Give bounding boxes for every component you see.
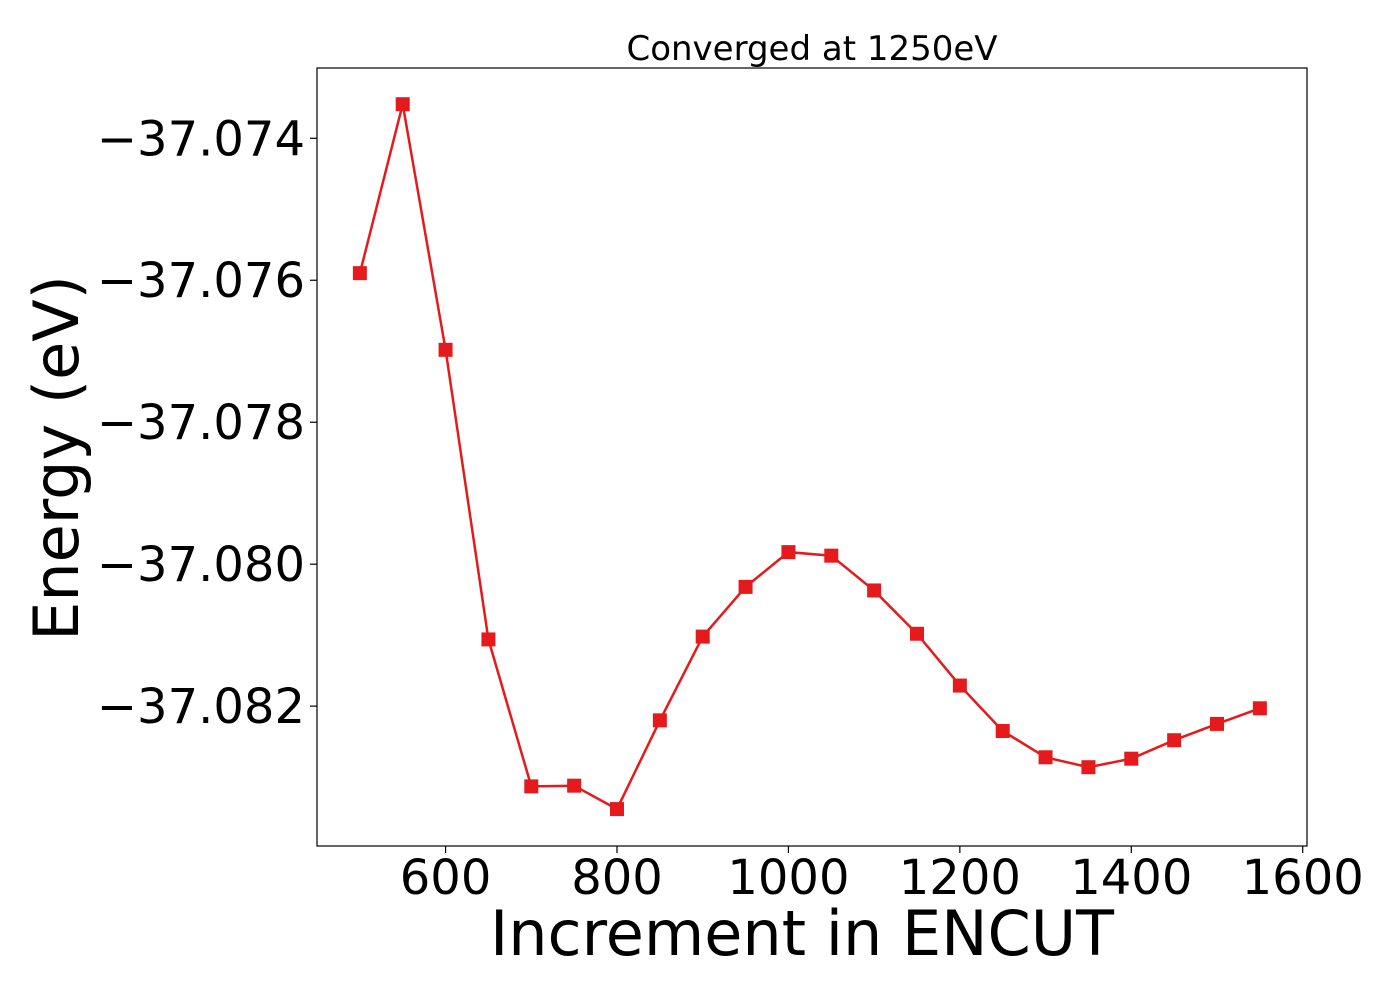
x-tick-label: 1400 [1070, 850, 1192, 906]
data-point-marker [1081, 760, 1096, 775]
data-point-marker [867, 583, 882, 598]
series-markers [352, 97, 1267, 817]
data-point-marker [438, 342, 453, 357]
series-line [358, 103, 1261, 811]
data-point-marker [1124, 751, 1139, 766]
data-point-marker [995, 724, 1010, 739]
data-point-marker [1210, 716, 1224, 731]
x-axis: 600 800 1000 1200 1400 1600 [400, 846, 1364, 906]
data-point-marker [610, 802, 624, 817]
x-tick-label: 1000 [727, 850, 849, 906]
data-point-marker [824, 548, 839, 563]
data-point-marker [910, 626, 924, 641]
plot-area [316, 67, 1308, 847]
data-point-marker [567, 778, 582, 793]
data-point-marker [352, 266, 367, 281]
x-tick-label: 800 [571, 850, 663, 906]
y-tick-label: −37.076 [97, 253, 305, 309]
data-point-marker [1038, 750, 1053, 765]
x-tick-label: 1600 [1242, 850, 1364, 906]
x-tick-label: 600 [400, 850, 492, 906]
data-point-marker [952, 678, 967, 693]
data-point-marker [781, 545, 796, 560]
y-tick-label: −37.078 [97, 395, 305, 451]
y-tick-label: −37.074 [97, 111, 305, 167]
data-point-marker [1252, 701, 1267, 716]
data-point-marker [524, 779, 539, 794]
y-axis: −37.074 −37.076 −37.078 −37.080 −37.082 [97, 111, 317, 735]
data-point-marker [481, 632, 496, 647]
data-point-marker [395, 97, 410, 112]
x-tick-label: 1200 [899, 850, 1021, 906]
y-tick-label: −37.082 [97, 679, 305, 735]
data-point-marker [1167, 733, 1182, 748]
data-point-marker [738, 579, 753, 594]
data-point-marker [695, 629, 710, 644]
y-axis-label: Energy (eV) [20, 275, 93, 641]
y-tick-label: −37.080 [97, 537, 305, 593]
x-axis-label: Increment in ENCUT [490, 897, 1115, 970]
data-point-marker [652, 713, 667, 728]
chart-title: Converged at 1250eV [626, 29, 997, 69]
